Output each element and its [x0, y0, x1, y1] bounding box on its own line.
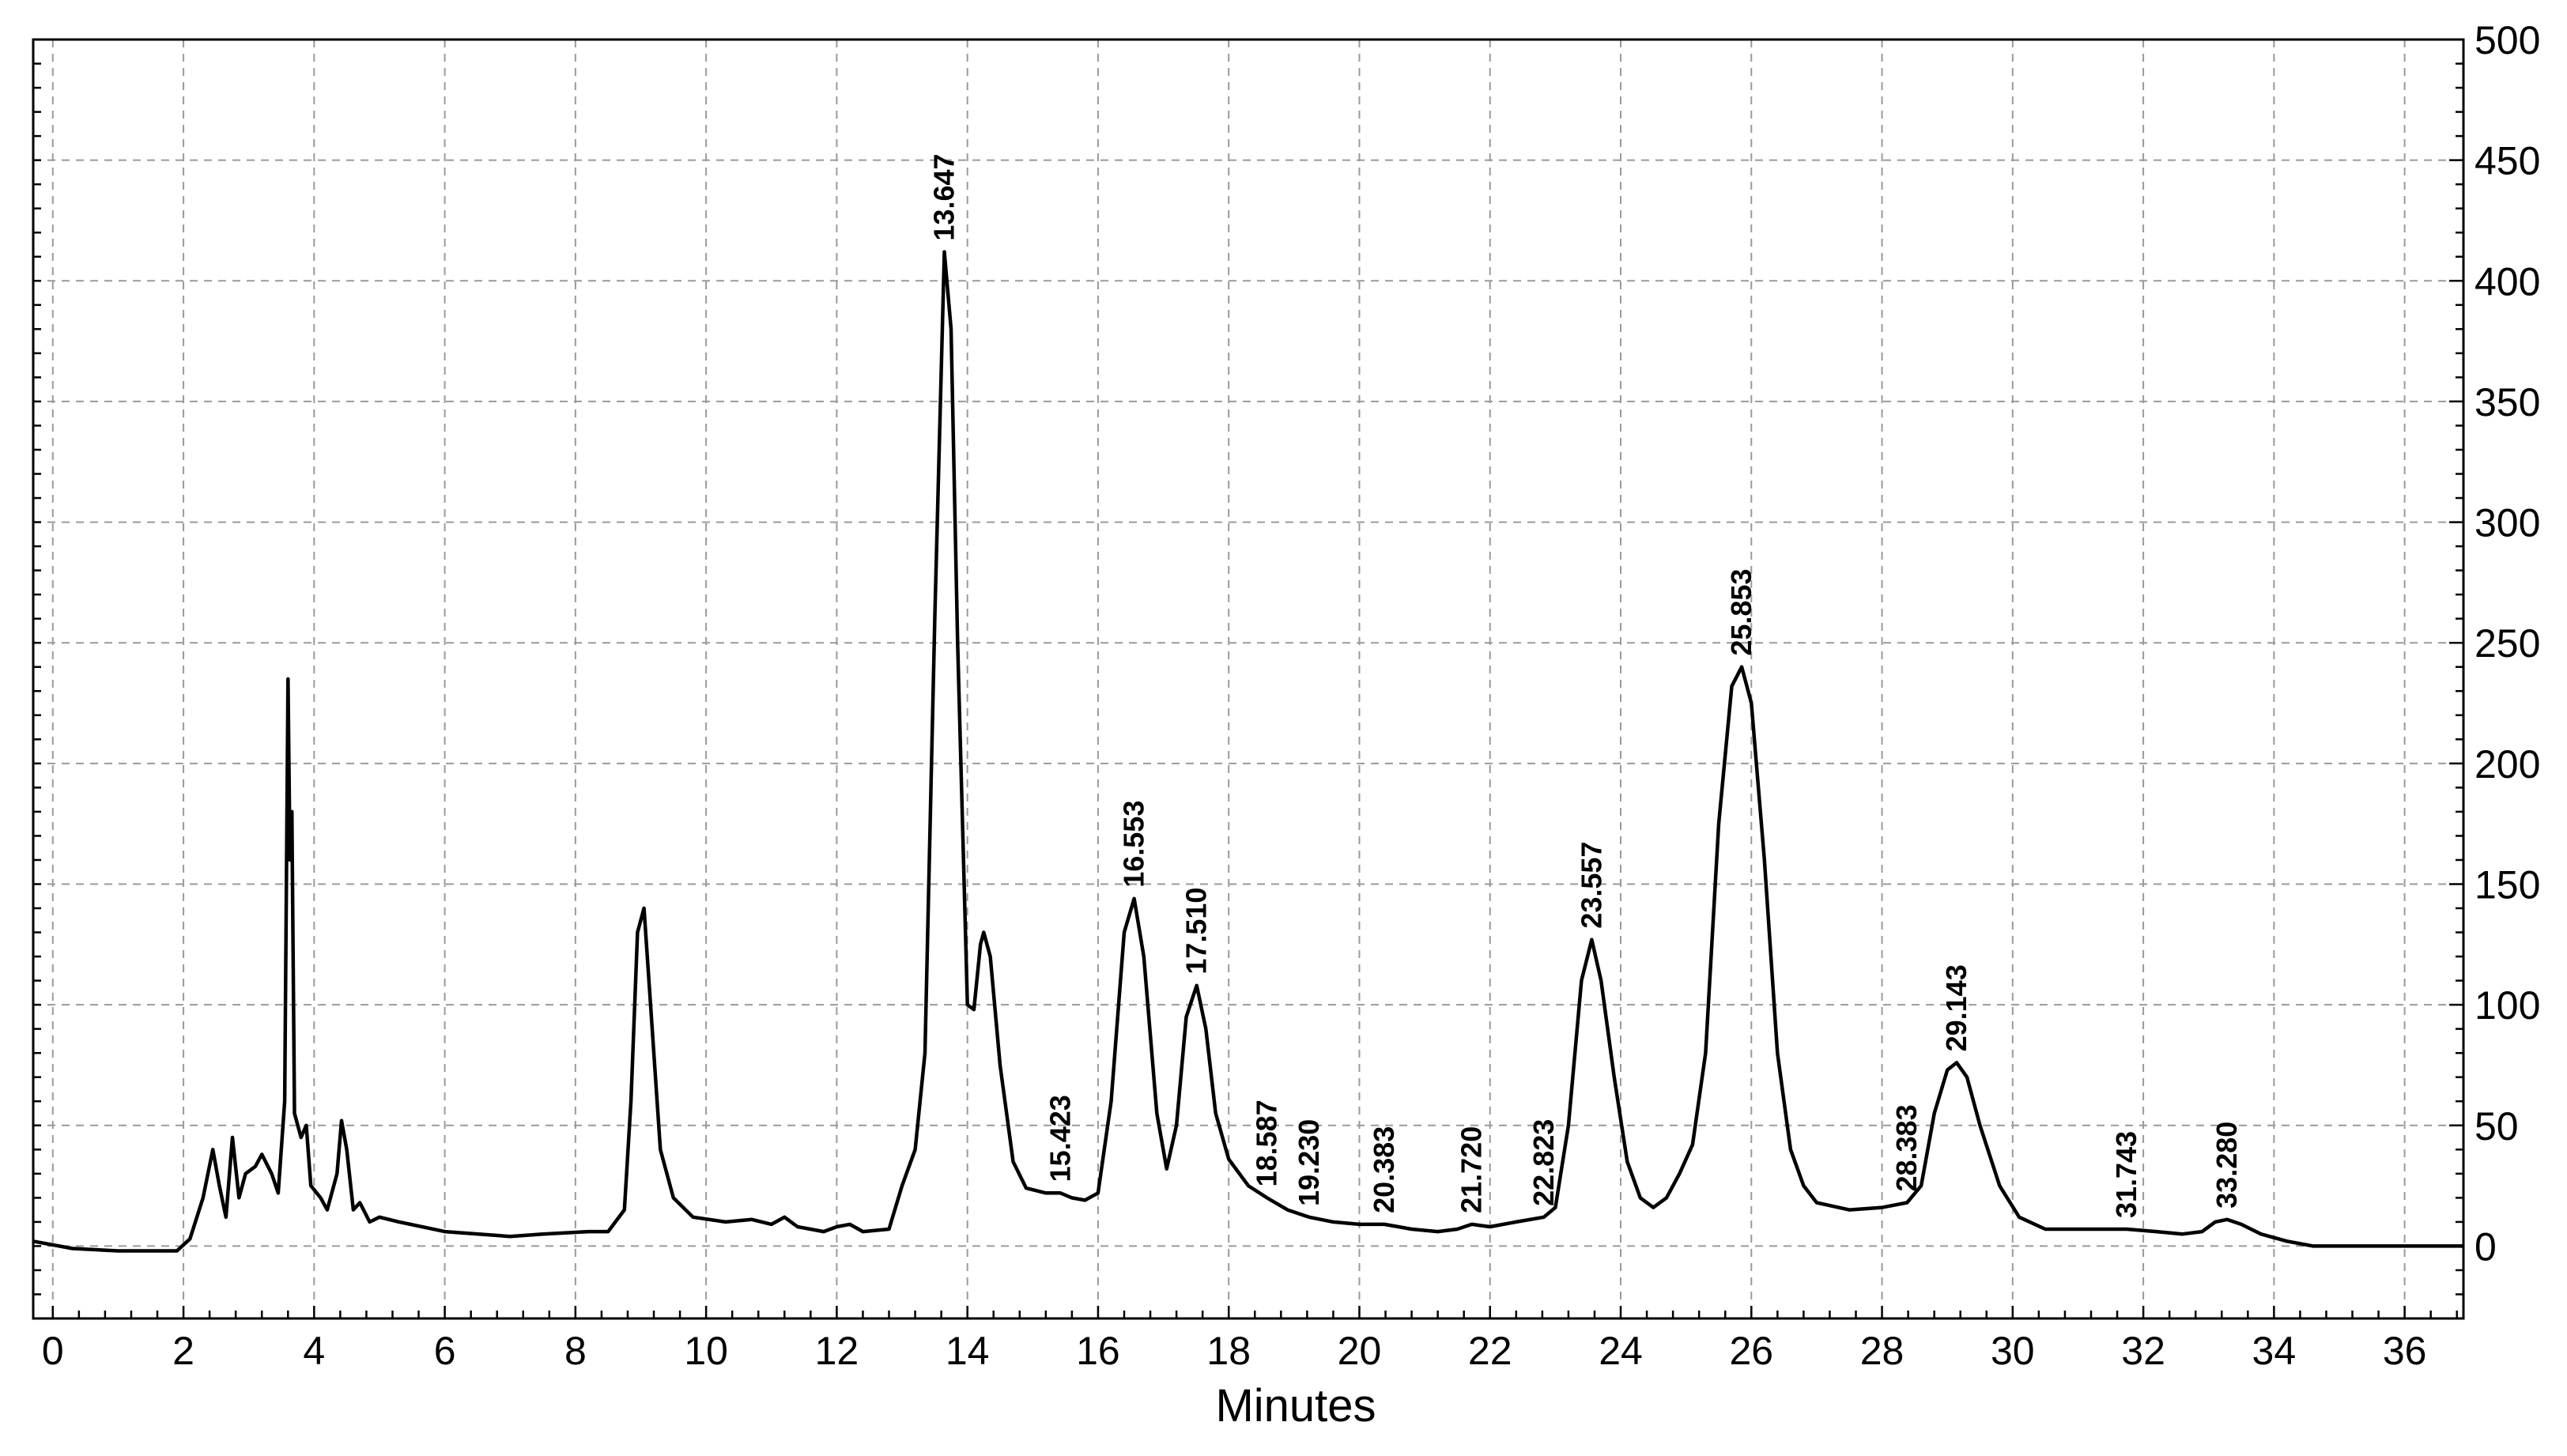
peak-label: 23.557	[1575, 842, 1607, 929]
y-tick-labels: 0 50 100 150 200 250 300 350 400 450 500	[2475, 18, 2540, 1269]
peak-label: 17.510	[1180, 888, 1213, 975]
x-tick-label: 2	[172, 1329, 194, 1373]
y-tick-label: 400	[2475, 259, 2540, 304]
x-tick-label: 18	[1206, 1329, 1251, 1373]
peak-label: 33.280	[2210, 1122, 2243, 1209]
x-tick-label: 30	[1991, 1329, 2035, 1373]
plot-frame	[32, 38, 2465, 1320]
y-tick-label: 0	[2475, 1224, 2497, 1269]
y-tick-label: 350	[2475, 380, 2540, 424]
y-tick-label: 100	[2475, 983, 2540, 1028]
x-tick-label: 28	[1860, 1329, 1904, 1373]
y-tick-label: 450	[2475, 139, 2540, 183]
grid-lines	[33, 39, 2463, 1318]
x-tick-label: 16	[1076, 1329, 1120, 1373]
peak-labels: 13.647 15.423 16.553 17.510 18.587 19.230 20.3…	[928, 153, 2243, 1218]
peak-label: 21.720	[1455, 1126, 1488, 1213]
peak-label: 16.553	[1118, 801, 1150, 888]
x-tick-label: 6	[434, 1329, 456, 1373]
y-tick-label: 300	[2475, 501, 2540, 545]
x-tick-labels: 0 2 4 6 8 10 12 14 16 18 20 22 24 26 28 30 32 34 36	[42, 1329, 2427, 1373]
peak-label: 29.143	[1940, 964, 1972, 1051]
x-tick-label: 36	[2383, 1329, 2427, 1373]
y-tick-label: 150	[2475, 862, 2540, 907]
peak-label: 18.587	[1251, 1100, 1283, 1186]
x-tick-label: 26	[1729, 1329, 1773, 1373]
minor-ticks	[33, 38, 2463, 1318]
peak-label: 15.423	[1044, 1095, 1076, 1182]
y-tick-label: 50	[2475, 1104, 2519, 1149]
chromatogram-trace-0	[32, 250, 2463, 1253]
peak-label: 25.853	[1725, 569, 1757, 656]
x-tick-label: 32	[2121, 1329, 2165, 1373]
x-tick-label: 12	[815, 1329, 859, 1373]
peak-label: 28.383	[1890, 1104, 1923, 1191]
x-tick-label: 0	[42, 1329, 64, 1373]
y-tick-label: 250	[2475, 621, 2540, 666]
peak-label: 13.647	[928, 153, 961, 240]
x-tick-label: 10	[684, 1329, 728, 1373]
x-tick-label: 34	[2252, 1329, 2297, 1373]
x-tick-label: 22	[1468, 1329, 1512, 1373]
peak-label: 19.230	[1293, 1119, 1325, 1206]
x-axis-title: Minutes	[1215, 1380, 1376, 1431]
trace-layer	[32, 250, 2463, 1253]
y-tick-label: 500	[2475, 18, 2540, 62]
x-tick-label: 8	[564, 1329, 587, 1373]
x-tick-label: 4	[303, 1329, 325, 1373]
peak-label: 31.743	[2110, 1131, 2142, 1218]
x-tick-label: 14	[946, 1329, 990, 1373]
x-tick-label: 24	[1599, 1329, 1643, 1373]
x-tick-label: 20	[1338, 1329, 1382, 1373]
y-tick-label: 200	[2475, 742, 2540, 786]
peak-label: 20.383	[1368, 1126, 1400, 1213]
peak-label: 22.823	[1527, 1119, 1560, 1206]
